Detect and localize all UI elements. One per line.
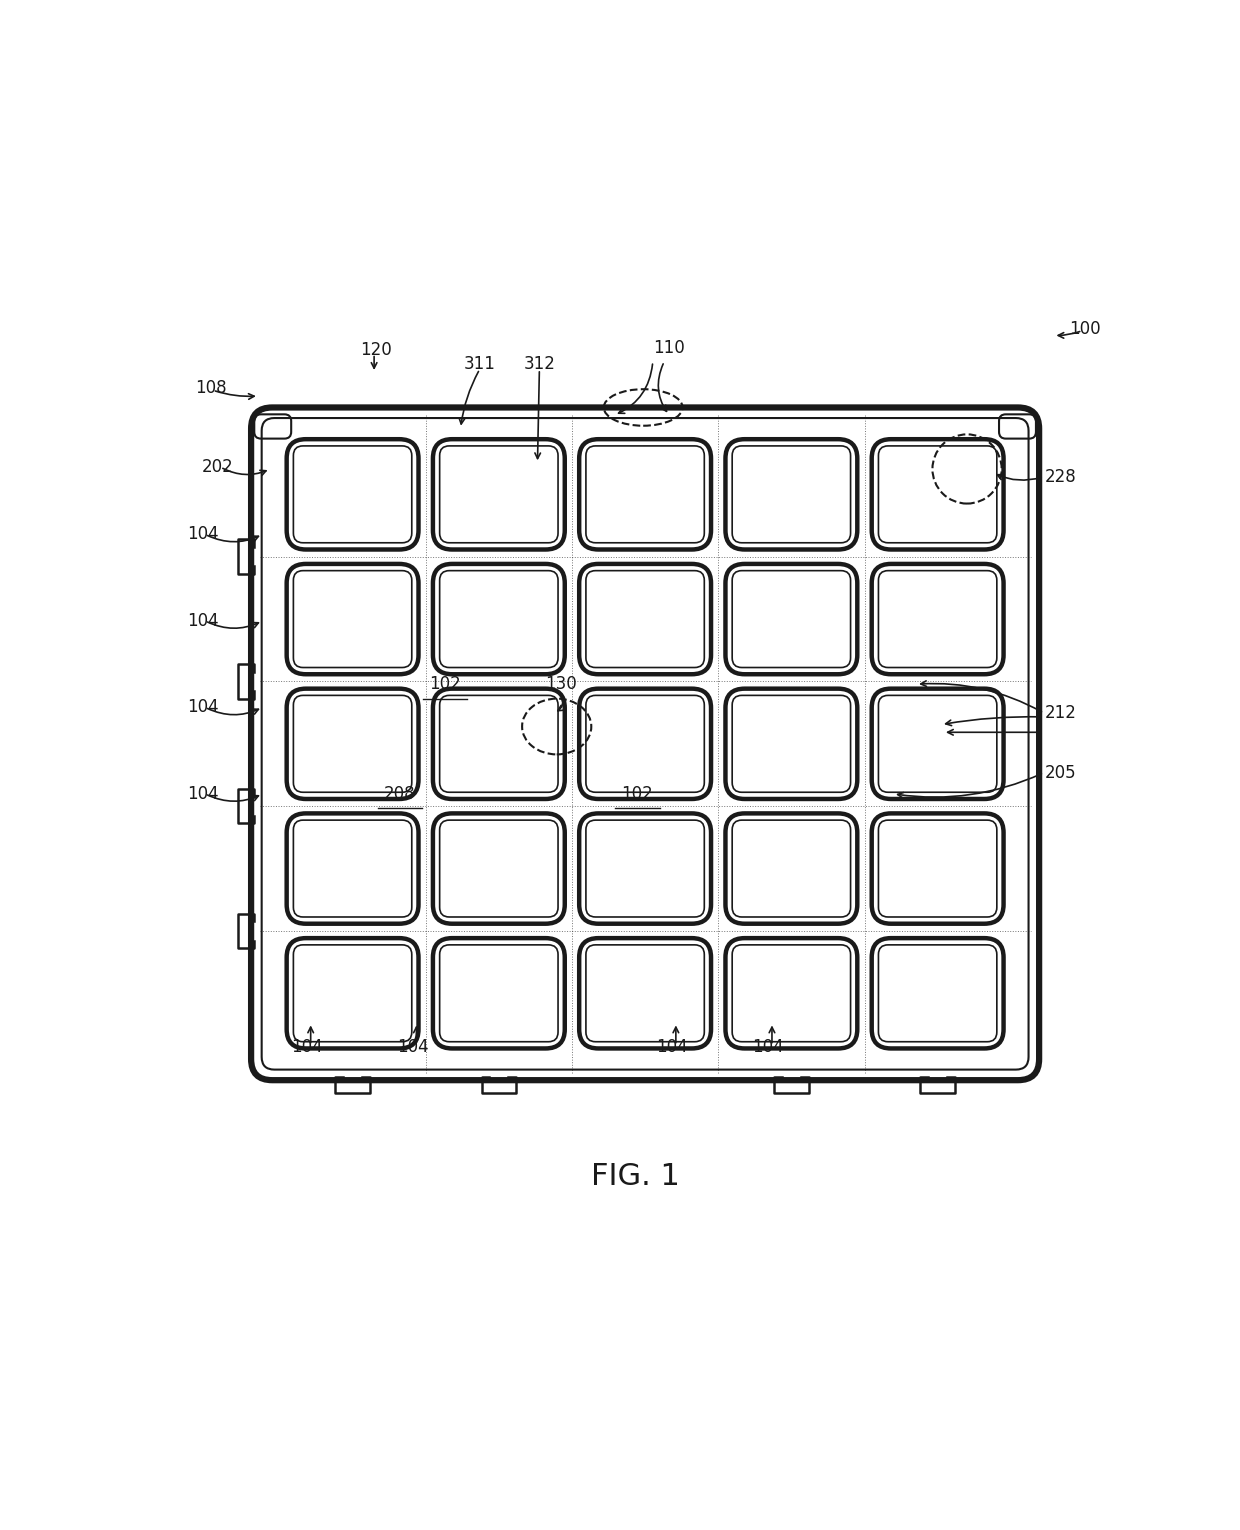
Text: 104: 104 [291, 1037, 322, 1056]
Text: 120: 120 [360, 341, 392, 360]
Text: 104: 104 [656, 1037, 688, 1056]
Text: 212: 212 [1044, 704, 1076, 722]
Text: 104: 104 [187, 612, 219, 630]
Text: 100: 100 [1069, 320, 1101, 338]
Text: 208: 208 [384, 785, 415, 803]
Text: 102: 102 [621, 785, 653, 803]
Text: 104: 104 [753, 1037, 784, 1056]
Text: 104: 104 [187, 698, 219, 716]
Text: 104: 104 [187, 785, 219, 803]
Text: 228: 228 [1044, 468, 1076, 485]
Text: 104: 104 [397, 1037, 428, 1056]
Text: 108: 108 [195, 379, 227, 398]
Text: 104: 104 [187, 525, 219, 543]
Text: 102: 102 [429, 675, 461, 693]
Text: 311: 311 [464, 355, 496, 373]
Text: 130: 130 [544, 675, 577, 693]
Text: 202: 202 [202, 457, 233, 476]
Text: FIG. 1: FIG. 1 [591, 1161, 680, 1190]
Text: 312: 312 [523, 355, 556, 373]
Text: 110: 110 [653, 338, 684, 356]
Text: 205: 205 [1044, 763, 1076, 782]
